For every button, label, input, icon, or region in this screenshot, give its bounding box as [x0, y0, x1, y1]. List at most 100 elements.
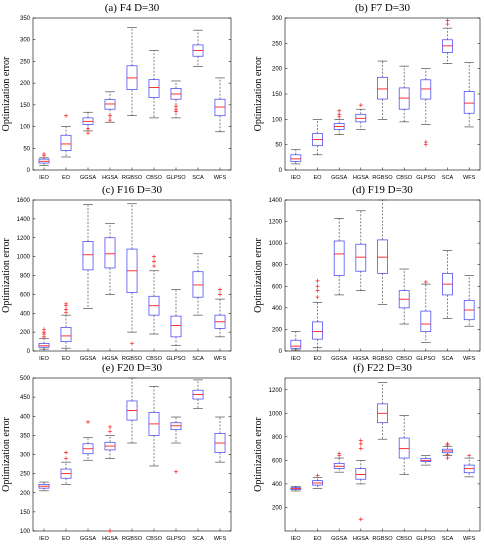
x-tick-label: IEO — [39, 356, 49, 362]
y-tick-label: 0 — [27, 349, 31, 355]
y-tick-label: 800 — [272, 263, 283, 269]
y-tick-label: 1200 — [269, 220, 283, 226]
outlier-marker — [64, 301, 68, 306]
box-CBSO — [398, 65, 410, 123]
outlier-marker — [445, 22, 450, 27]
x-tick-label: GGSA — [80, 536, 96, 542]
outlier-marker — [86, 126, 90, 131]
x-tick-label: RGBSO — [122, 356, 143, 362]
iqr-box — [290, 154, 302, 162]
iqr-box — [420, 79, 432, 100]
box-WFS — [463, 453, 475, 478]
x-tick-label: EO — [313, 356, 322, 362]
box-RGBSO — [126, 27, 138, 117]
outlier-marker — [108, 529, 112, 533]
y-tick-label: 100 — [20, 529, 31, 535]
box-SCA — [442, 18, 453, 64]
y-tick-label: 1200 — [17, 236, 31, 242]
box-RGBSO — [377, 199, 388, 305]
box-HGSA — [104, 223, 116, 295]
box-WFS — [463, 275, 475, 327]
outlier-marker — [337, 451, 342, 456]
outlier-marker — [358, 438, 363, 443]
box-GLPSO — [170, 289, 182, 346]
y-tick-label: 400 — [272, 306, 283, 312]
y-tick-label: 1000 — [269, 241, 283, 247]
box-SCA — [442, 441, 453, 461]
iqr-box — [148, 79, 160, 98]
y-tick-label: 600 — [272, 458, 283, 464]
y-tick-label: 1600 — [17, 198, 31, 204]
y-tick-label: 200 — [272, 67, 283, 73]
x-tick-label: GLPSO — [166, 175, 186, 181]
outlier-marker — [64, 113, 68, 118]
box-GGSA — [82, 419, 94, 461]
x-tick-label: WFS — [214, 356, 227, 362]
box-GLPSO — [170, 416, 182, 474]
outlier-marker — [467, 453, 472, 458]
box-IEO — [38, 327, 50, 350]
box-EO — [312, 278, 323, 349]
box-RGBSO — [377, 60, 388, 120]
y-tick-label: 250 — [20, 472, 31, 478]
x-tick-label: CBSO — [396, 536, 413, 542]
box-IEO — [38, 151, 50, 166]
chart-panel-5: (e) F20 D=30 Optimization error 100 150 200 2… — [1, 362, 232, 542]
chart-title: (b) F7 D=30 — [355, 2, 411, 14]
x-tick-label: GLPSO — [416, 175, 436, 181]
chart-title: (d) F19 D=30 — [352, 184, 413, 196]
box-WFS — [463, 62, 475, 128]
y-axis-label: Optimization error — [1, 237, 12, 312]
y-tick-label: 200 — [20, 491, 31, 497]
x-tick-label: IEO — [39, 536, 49, 542]
outlier-marker — [315, 473, 320, 478]
box-GGSA — [333, 108, 345, 135]
iqr-box — [333, 240, 345, 276]
outlier-marker — [42, 151, 46, 156]
y-tick-label: 1200 — [269, 388, 283, 394]
outlier-marker — [152, 259, 156, 264]
y-tick-label: 300 — [20, 38, 31, 44]
x-tick-label: WFS — [214, 175, 227, 181]
x-tick-label: RGBSO — [372, 356, 393, 362]
outlier-marker — [130, 341, 134, 346]
y-tick-label: 800 — [272, 435, 283, 441]
x-tick-label: CBSO — [146, 356, 163, 362]
chart-panel-2: (b) F7 D=30 Optimization error 0 50 100 150 20… — [253, 2, 481, 181]
chart-title: (c) F16 D=30 — [102, 184, 162, 196]
box-EO — [60, 301, 72, 349]
x-tick-label: EO — [313, 536, 322, 542]
x-tick-label: GGSA — [331, 175, 347, 181]
x-tick-label: IEO — [291, 536, 301, 542]
box-EO — [312, 473, 323, 489]
iqr-box — [398, 87, 410, 110]
y-tick-label: 350 — [20, 433, 31, 439]
outlier-marker — [445, 452, 450, 457]
box-GGSA — [82, 204, 94, 309]
x-tick-label: RGBSO — [122, 536, 143, 542]
x-tick-label: RGBSO — [372, 175, 393, 181]
box-HGSA — [355, 103, 367, 130]
iqr-box — [355, 468, 367, 480]
x-tick-label: HGSA — [102, 536, 118, 542]
y-tick-label: 50 — [23, 146, 30, 152]
y-tick-label: 600 — [20, 292, 31, 298]
box-HGSA — [355, 210, 367, 291]
outlier-marker — [108, 424, 112, 429]
outlier-marker — [423, 279, 428, 284]
outlier-marker — [445, 456, 450, 461]
box-GGSA — [333, 218, 345, 296]
plot-frame — [284, 377, 481, 532]
iqr-box — [290, 339, 302, 349]
chart-title: (a) F4 D=30 — [105, 2, 160, 14]
outlier-marker — [315, 295, 320, 300]
outlier-marker — [358, 441, 363, 446]
iqr-box — [312, 321, 323, 340]
box-WFS — [214, 287, 226, 338]
y-tick-label: 0 — [279, 168, 283, 174]
box-SCA — [192, 253, 204, 316]
y-axis-label: Optimization error — [253, 56, 264, 131]
x-tick-label: SCA — [192, 175, 204, 181]
y-tick-label: 400 — [272, 482, 283, 488]
x-tick-label: GLPSO — [166, 536, 186, 542]
